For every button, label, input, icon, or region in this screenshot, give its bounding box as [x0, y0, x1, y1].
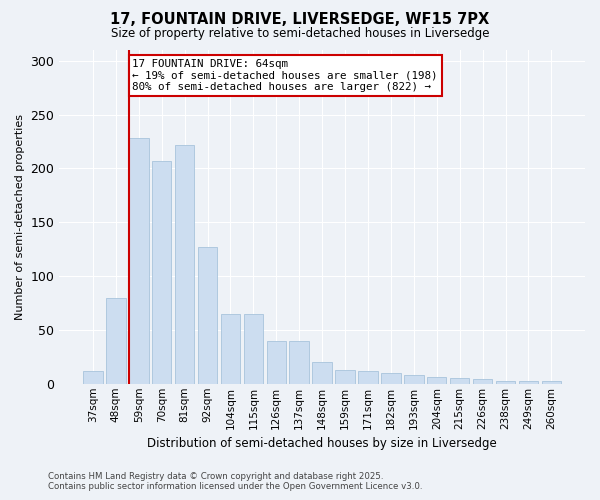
Bar	[542, 380, 561, 384]
Bar	[518, 380, 538, 384]
Bar	[313, 362, 332, 384]
Bar	[404, 375, 424, 384]
Bar	[129, 138, 149, 384]
Bar	[473, 380, 493, 384]
Bar	[289, 340, 309, 384]
Bar	[198, 247, 217, 384]
Bar	[381, 373, 401, 384]
Bar	[221, 314, 240, 384]
Y-axis label: Number of semi-detached properties: Number of semi-detached properties	[15, 114, 25, 320]
Text: 17 FOUNTAIN DRIVE: 64sqm
← 19% of semi-detached houses are smaller (198)
80% of : 17 FOUNTAIN DRIVE: 64sqm ← 19% of semi-d…	[133, 58, 438, 92]
Bar	[266, 340, 286, 384]
Text: 17, FOUNTAIN DRIVE, LIVERSEDGE, WF15 7PX: 17, FOUNTAIN DRIVE, LIVERSEDGE, WF15 7PX	[110, 12, 490, 28]
Bar	[152, 161, 172, 384]
Bar	[335, 370, 355, 384]
Bar	[358, 371, 378, 384]
Bar	[83, 371, 103, 384]
Text: Contains HM Land Registry data © Crown copyright and database right 2025.
Contai: Contains HM Land Registry data © Crown c…	[48, 472, 422, 491]
X-axis label: Distribution of semi-detached houses by size in Liversedge: Distribution of semi-detached houses by …	[147, 437, 497, 450]
Text: Size of property relative to semi-detached houses in Liversedge: Size of property relative to semi-detach…	[111, 28, 489, 40]
Bar	[427, 378, 446, 384]
Bar	[175, 144, 194, 384]
Bar	[450, 378, 469, 384]
Bar	[244, 314, 263, 384]
Bar	[106, 298, 125, 384]
Bar	[496, 380, 515, 384]
